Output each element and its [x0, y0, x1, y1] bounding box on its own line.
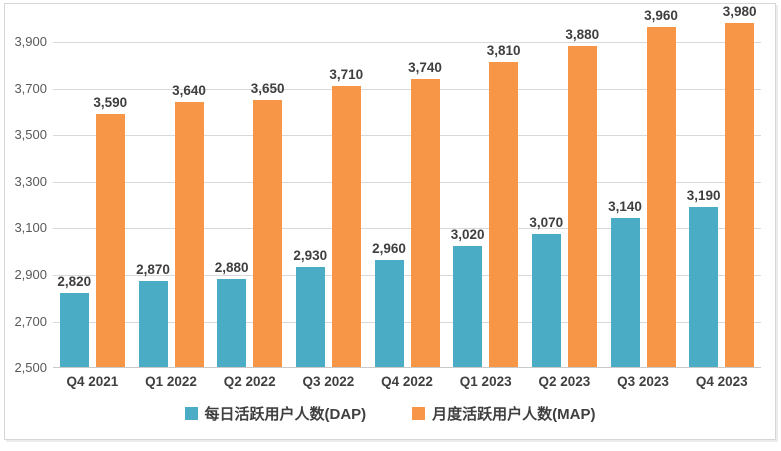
dap-value-label-q4-2021: 2,820 — [57, 273, 92, 289]
map-series-swatch-icon — [412, 407, 426, 420]
dap-value-label-q1-2023: 3,020 — [450, 227, 485, 243]
map-value-label-q3-2022: 3,710 — [329, 66, 364, 82]
map-bar-q4-2023 — [725, 22, 755, 367]
dap-bar-q4-2022 — [374, 260, 404, 367]
x-label-q3-2022: Q3 2022 — [302, 374, 355, 389]
map-value-label-q4-2022: 3,740 — [408, 59, 442, 75]
dap-bar-q3-2022 — [295, 267, 325, 367]
x-label-q1-2022: Q1 2022 — [145, 374, 197, 389]
chart-container: 2,820 3,590 2,870 3,640 2,880 3,650 2,930 3,710… — [4, 3, 776, 440]
x-label-q2-2022: Q2 2022 — [223, 374, 276, 389]
map-bar-q3-2023 — [646, 27, 676, 367]
dap-bar-q3-2023 — [610, 218, 640, 367]
gridline-3500 — [53, 135, 761, 137]
map-bar-q1-2023 — [489, 62, 519, 367]
dap-value-label-q4-2023: 3,190 — [686, 187, 721, 203]
dap-value-label-q4-2022: 2,960 — [372, 241, 406, 256]
x-label-q4-2021: Q4 2021 — [66, 374, 119, 389]
y-tick-label-2700: 2,700 — [14, 313, 47, 329]
gridline-2700 — [53, 321, 761, 323]
legend-item-map: 月度活跃用户人数(MAP) — [412, 403, 596, 424]
y-tick-label-2900: 2,900 — [14, 267, 47, 282]
y-tick-label-3100: 3,100 — [14, 220, 47, 236]
x-label-q2-2023: Q2 2023 — [538, 374, 591, 389]
y-tick-label-3900: 3,900 — [14, 34, 47, 50]
gridline-3700 — [53, 88, 761, 90]
map-value-label-q3-2023: 3,960 — [644, 8, 678, 24]
dap-value-label-q3-2023: 3,140 — [608, 199, 642, 215]
dap-bar-q4-2023 — [689, 206, 719, 367]
gridline-2900 — [53, 275, 761, 276]
dap-value-label-q1-2022: 2,870 — [136, 261, 170, 277]
map-bar-q4-2021 — [95, 113, 125, 367]
x-axis-line — [53, 367, 761, 368]
y-tick-label-3500: 3,500 — [14, 127, 47, 143]
map-bar-q1-2022 — [174, 101, 204, 367]
gridline-3300 — [53, 181, 761, 183]
dap-bar-q1-2023 — [453, 246, 483, 367]
map-bar-q2-2023 — [567, 46, 597, 367]
dap-bar-q2-2022 — [217, 278, 247, 367]
map-value-label-q2-2022: 3,650 — [250, 80, 285, 96]
dap-bar-q1-2022 — [138, 280, 168, 367]
map-value-label-q4-2021: 3,590 — [93, 94, 128, 110]
map-bar-q2-2022 — [253, 99, 283, 367]
map-value-label-q2-2023: 3,880 — [565, 27, 600, 42]
gridline-3900 — [53, 42, 761, 44]
map-value-label-q1-2022: 3,640 — [172, 82, 206, 98]
dap-bar-q4-2021 — [59, 292, 89, 367]
legend: 每日活跃用户人数(DAP) 月度活跃用户人数(MAP) — [5, 403, 775, 424]
map-legend-label: 月度活跃用户人数(MAP) — [432, 406, 596, 423]
dap-value-label-q2-2023: 3,070 — [529, 215, 564, 231]
x-label-q3-2023: Q3 2023 — [617, 374, 669, 389]
y-tick-label-2500: 2,500 — [14, 360, 47, 375]
y-tick-label-3300: 3,300 — [14, 173, 47, 189]
legend-item-dap: 每日活跃用户人数(DAP) — [184, 403, 367, 424]
x-label-q4-2023: Q4 2023 — [695, 374, 748, 389]
map-value-label-q4-2023: 3,980 — [722, 3, 757, 19]
map-bar-q4-2022 — [410, 78, 440, 367]
map-value-label-q1-2023: 3,810 — [486, 43, 521, 59]
dap-series-swatch-icon — [184, 407, 198, 420]
dap-bar-q2-2023 — [531, 234, 561, 367]
dap-value-label-q2-2022: 2,880 — [214, 259, 249, 275]
y-tick-label-3700: 3,700 — [14, 80, 47, 96]
x-label-q1-2023: Q1 2023 — [459, 374, 512, 389]
map-bar-q3-2022 — [331, 85, 361, 367]
dap-value-label-q3-2022: 2,930 — [293, 248, 328, 263]
gridline-3100 — [53, 228, 761, 230]
x-axis-labels: Q4 2021 Q1 2022 Q2 2022 Q3 2022 Q4 2022 Q1 20… — [53, 374, 761, 389]
x-label-q4-2022: Q4 2022 — [381, 374, 433, 389]
dap-legend-label: 每日活跃用户人数(DAP) — [204, 406, 367, 423]
plot-area: 2,820 3,590 2,870 3,640 2,880 3,650 2,930 3,710… — [53, 4, 761, 368]
